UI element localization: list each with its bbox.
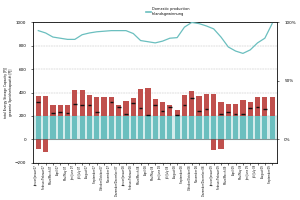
Bar (218, 139, 224, 149)
Bar (65, 105, 70, 139)
Bar (182, 95, 187, 139)
Bar (160, 102, 165, 139)
Bar (145, 88, 151, 116)
Bar (36, 96, 41, 116)
Bar (109, 97, 114, 116)
Legend: Domestic production
Inlandsgewinnung: Domestic production Inlandsgewinnung (144, 6, 191, 17)
Bar (80, 90, 85, 139)
Bar (58, 105, 63, 139)
Bar (240, 100, 245, 116)
Bar (218, 102, 224, 139)
Bar (50, 105, 56, 139)
Bar (116, 105, 121, 116)
Bar (233, 104, 238, 116)
Bar (262, 97, 268, 139)
Bar (43, 96, 48, 116)
Bar (233, 104, 238, 139)
Bar (72, 90, 77, 139)
Bar (131, 98, 136, 139)
Bar (167, 105, 172, 139)
Bar (196, 96, 202, 139)
Bar (218, 102, 224, 116)
Bar (101, 97, 107, 139)
Bar (131, 98, 136, 116)
Bar (248, 102, 253, 139)
Bar (240, 100, 245, 139)
Bar (255, 97, 260, 139)
Bar (211, 94, 216, 116)
Bar (204, 94, 209, 139)
Bar (65, 105, 70, 116)
Bar (123, 101, 129, 116)
Bar (123, 101, 129, 139)
Bar (145, 88, 151, 139)
Bar (116, 105, 121, 139)
Bar (226, 104, 231, 139)
Y-axis label: total Energy Storage Capacity [PJ]
gesamte Speicherkapazität [PJ]: total Energy Storage Capacity [PJ] gesam… (4, 67, 13, 118)
Bar (138, 89, 143, 116)
Bar (36, 96, 41, 139)
Bar (87, 95, 92, 139)
Bar (255, 97, 260, 116)
Bar (153, 99, 158, 139)
Bar (153, 99, 158, 116)
Bar (43, 139, 48, 152)
Bar (138, 89, 143, 139)
Bar (182, 95, 187, 116)
Bar (50, 105, 56, 116)
Bar (262, 97, 268, 116)
Bar (204, 94, 209, 116)
Bar (196, 96, 202, 116)
Bar (175, 110, 180, 116)
Bar (109, 97, 114, 139)
Bar (248, 102, 253, 116)
Bar (211, 139, 216, 150)
Bar (94, 97, 99, 139)
Bar (160, 102, 165, 116)
Bar (269, 97, 275, 116)
Bar (43, 96, 48, 139)
Bar (36, 139, 41, 149)
Bar (226, 104, 231, 116)
Bar (175, 110, 180, 139)
Bar (80, 90, 85, 116)
Bar (189, 91, 194, 116)
Bar (87, 95, 92, 116)
Bar (269, 97, 275, 139)
Bar (211, 94, 216, 139)
Bar (94, 97, 99, 116)
Bar (72, 90, 77, 116)
Bar (101, 97, 107, 116)
Bar (58, 105, 63, 116)
Bar (189, 91, 194, 139)
Bar (33, 116, 277, 139)
Bar (167, 105, 172, 116)
